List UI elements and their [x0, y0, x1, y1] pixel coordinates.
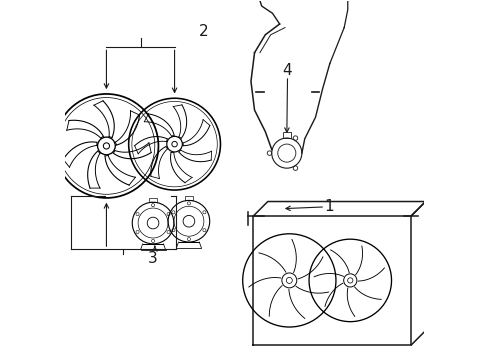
Text: 4: 4: [282, 63, 292, 78]
Bar: [184, 196, 192, 201]
Bar: [149, 198, 157, 202]
Text: 3: 3: [148, 251, 158, 266]
Text: 2: 2: [198, 24, 208, 39]
Bar: [282, 132, 290, 138]
Text: 1: 1: [323, 199, 333, 215]
